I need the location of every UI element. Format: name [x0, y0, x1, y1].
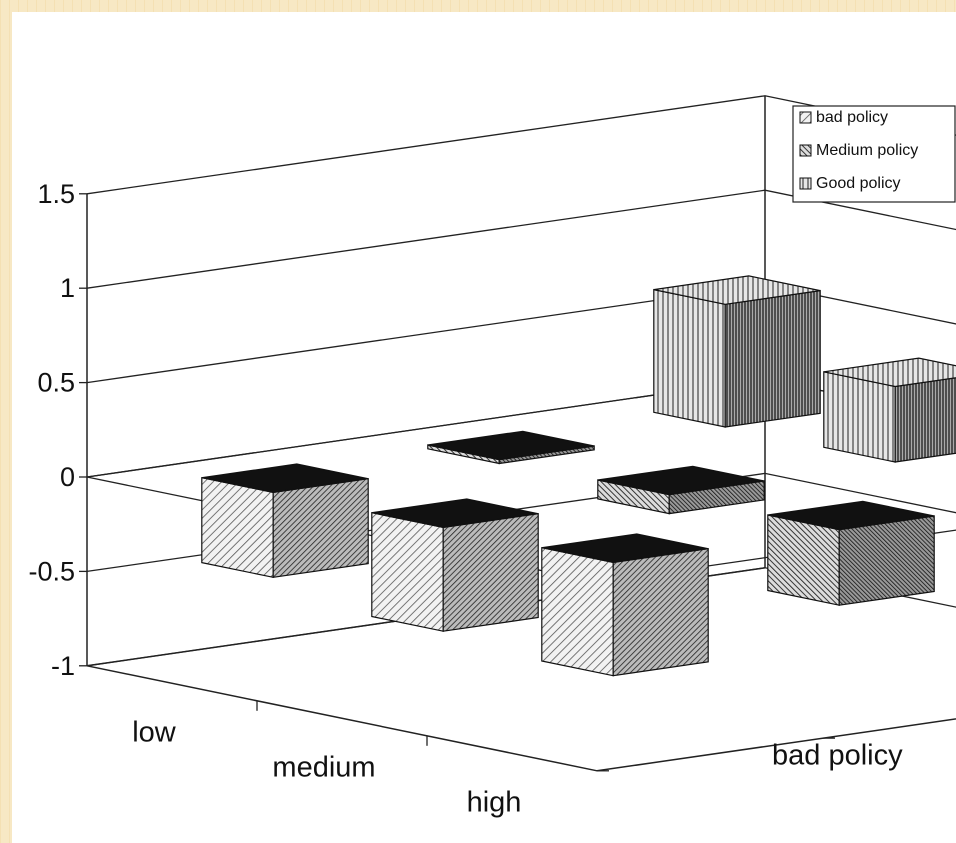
y-tick-label: 0: [60, 462, 75, 492]
bar-medium-policy-medium: [597, 465, 765, 515]
bar-top-face: [653, 275, 821, 305]
legend-box: [792, 105, 956, 203]
bar-top-face: [541, 533, 709, 564]
bar-front-face: [371, 511, 444, 632]
bar-bad-policy-medium: [371, 498, 539, 632]
gridline: [86, 95, 956, 195]
gridline: [86, 567, 956, 667]
bar-top-face: [767, 500, 935, 531]
x-tick-label: high: [467, 786, 522, 818]
y-tick-label: 1.5: [37, 179, 75, 209]
x-tick-label: low: [132, 716, 177, 748]
bar-front-face: [823, 371, 896, 463]
bar-side-face: [724, 289, 821, 428]
bar-top-face: [427, 430, 595, 461]
chart: 1.5 1 0.5 0 -0.5 -1 low medium high bad policy Med…: [28, 95, 956, 818]
bar-side-face: [894, 377, 956, 463]
bar-good-policy-medium: [823, 357, 956, 463]
depth-tick-label: bad policy: [772, 739, 903, 771]
bar-side-face: [838, 515, 935, 606]
bar-bad-policy-low: [201, 463, 369, 579]
legend-label: Medium policy: [816, 142, 918, 159]
bar-top-face: [371, 498, 539, 529]
bar-top-face: [823, 357, 956, 388]
bar-top-face: [597, 465, 765, 496]
bar-side-face: [272, 478, 369, 578]
bar-front-face: [653, 288, 726, 428]
bar-top-face: [201, 463, 369, 494]
legend-swatch: [799, 144, 812, 157]
bar-medium-policy-low: [427, 430, 595, 465]
x-tick-label: medium: [272, 751, 375, 783]
gridline: [86, 189, 956, 289]
bar-front-face: [541, 546, 614, 677]
y-tick-label: -1: [51, 651, 75, 681]
bar-bad-policy-high: [541, 533, 709, 677]
y-tick-label: -0.5: [28, 556, 75, 586]
bar-side-face: [612, 548, 709, 677]
bar-good-policy-low: [653, 275, 821, 428]
legend-swatch: [799, 111, 812, 124]
chart-bars: [201, 275, 956, 677]
y-tick-label: 0.5: [37, 368, 75, 398]
legend-swatch: [799, 177, 812, 190]
legend-label: bad policy: [816, 109, 888, 126]
bar-medium-policy-high: [767, 500, 935, 606]
legend-label: Good policy: [816, 175, 901, 192]
bar-side-face: [442, 513, 539, 632]
legend: bad policy Medium policy Good policy: [792, 105, 956, 203]
bar-front-face: [767, 514, 840, 606]
y-tick-label: 1: [60, 273, 75, 303]
bar-front-face: [201, 476, 274, 579]
chart-frame: 1.5 1 0.5 0 -0.5 -1 low medium high bad policy Med…: [12, 12, 956, 843]
